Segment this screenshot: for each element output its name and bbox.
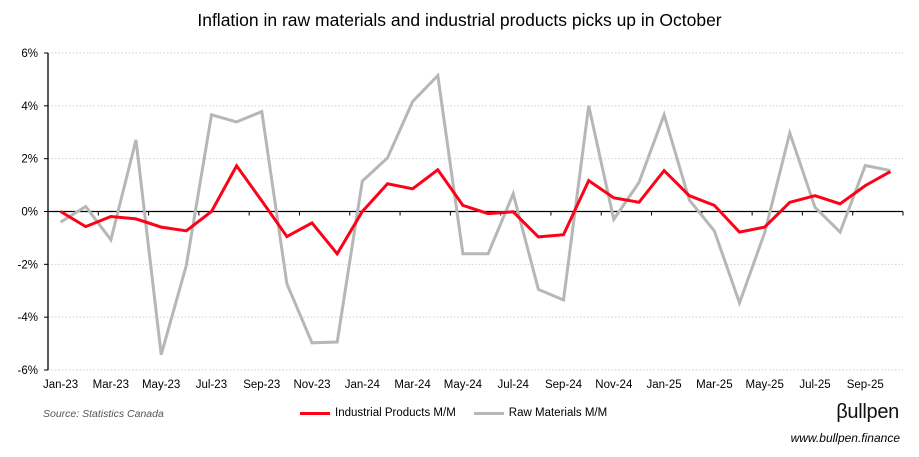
bullpen-logo: βullpen [836, 401, 899, 423]
x-tick-label: Mar-23 [93, 379, 129, 391]
x-tick-label: Jan-23 [43, 379, 78, 391]
legend-item-industrial: Industrial Products M/M [300, 407, 456, 419]
x-tick-label: Nov-23 [294, 379, 331, 391]
x-tick-label: May-24 [444, 379, 483, 391]
y-tick-label: 6% [21, 48, 38, 60]
x-tick-label: Sep-23 [243, 379, 280, 391]
legend-swatch-industrial [300, 411, 330, 415]
website-url: www.bullpen.finance [790, 431, 900, 445]
y-tick-label: 2% [21, 154, 38, 166]
legend-swatch-raw [473, 411, 504, 415]
legend-item-raw: Raw Materials M/M [473, 407, 608, 419]
legend-label-raw: Raw Materials M/M [508, 407, 608, 419]
x-tick-label: Jan-25 [647, 379, 682, 391]
x-tick-label: May-23 [142, 379, 180, 391]
series-line-industrial-products [59, 162, 892, 257]
y-tick-label: -4% [18, 312, 38, 324]
x-tick-label: Jan-24 [345, 379, 381, 391]
x-tick-label: May-25 [746, 379, 784, 391]
x-tick-label: Mar-25 [696, 379, 732, 391]
x-tick-label: Sep-24 [545, 379, 583, 391]
x-tick-label: Jul-25 [799, 379, 830, 391]
y-tick-label: -6% [18, 365, 38, 377]
x-tick-label: Jul-23 [196, 379, 227, 391]
legend: Industrial Products M/M Raw Materials M/… [300, 407, 607, 419]
legend-label-industrial: Industrial Products M/M [335, 407, 456, 419]
chart-title: Inflation in raw materials and industria… [197, 10, 722, 30]
x-tick-label: Jul-24 [498, 379, 530, 391]
source-note: Source: Statistics Canada [43, 408, 164, 420]
y-tick-label: 0% [21, 207, 38, 219]
y-tick-label: 4% [21, 101, 38, 113]
x-tick-label: Sep-25 [847, 379, 884, 391]
y-tick-label: -2% [18, 259, 38, 271]
x-tick-label: Mar-24 [394, 379, 431, 391]
series-line-raw-materials [59, 72, 891, 356]
x-tick-label: Nov-24 [595, 379, 633, 391]
